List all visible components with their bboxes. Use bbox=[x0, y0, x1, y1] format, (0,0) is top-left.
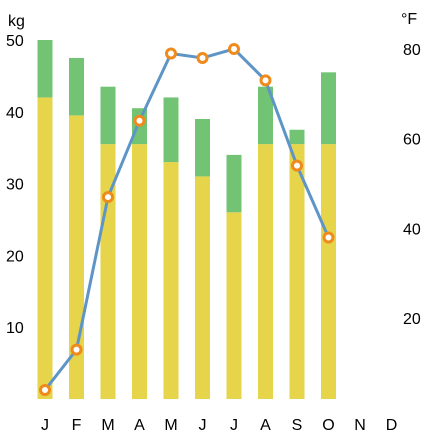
left-tick-label: 20 bbox=[6, 248, 24, 265]
x-tick-label-6: J bbox=[230, 417, 238, 434]
line-point-3 bbox=[133, 114, 146, 127]
left-axis-unit: kg bbox=[8, 13, 25, 30]
right-tick-label: 80 bbox=[403, 42, 421, 59]
bar-segment-lower-6 bbox=[226, 212, 242, 399]
bar-segment-lower-0 bbox=[37, 97, 53, 399]
bar-segment-upper-9 bbox=[321, 72, 336, 145]
x-tick-label-8: S bbox=[292, 417, 303, 434]
bar-segment-upper-0 bbox=[37, 40, 53, 98]
left-tick-label: 50 bbox=[6, 33, 24, 50]
right-axis-ticks: 20 40 60 80 bbox=[403, 42, 421, 328]
x-tick-label-0: J bbox=[41, 417, 49, 434]
line-point-7 bbox=[259, 74, 272, 87]
left-tick-label: 30 bbox=[6, 177, 24, 194]
right-tick-label: 60 bbox=[403, 132, 421, 149]
temperature-line bbox=[43, 47, 330, 391]
line-point-9 bbox=[322, 231, 335, 244]
bar-segment-lower-9 bbox=[321, 144, 336, 399]
bar-segment-lower-7 bbox=[258, 144, 273, 399]
left-tick-label: 10 bbox=[6, 320, 24, 337]
bars-group bbox=[37, 40, 336, 399]
line-point-1 bbox=[70, 343, 83, 356]
x-tick-label-7: A bbox=[260, 417, 271, 434]
line-point-4 bbox=[165, 47, 177, 60]
x-tick-label-5: J bbox=[199, 417, 207, 434]
x-tick-label-10: N bbox=[354, 417, 366, 434]
x-tick-label-1: F bbox=[72, 417, 82, 434]
bar-segment-lower-3 bbox=[132, 144, 147, 399]
x-tick-label-3: A bbox=[134, 417, 145, 434]
bar-segment-lower-5 bbox=[195, 176, 210, 399]
line-point-5 bbox=[196, 51, 209, 64]
left-axis-ticks: 10 20 30 40 50 bbox=[6, 33, 24, 337]
bar-segment-lower-4 bbox=[163, 162, 179, 399]
right-tick-label: 20 bbox=[403, 311, 421, 328]
bar-segment-upper-4 bbox=[163, 97, 179, 163]
x-tick-label-11: D bbox=[386, 417, 398, 434]
bar-segment-upper-6 bbox=[226, 154, 242, 213]
bar-segment-upper-2 bbox=[100, 86, 116, 145]
right-tick-label: 40 bbox=[403, 221, 421, 238]
x-tick-label-4: M bbox=[164, 417, 177, 434]
line-point-8 bbox=[291, 159, 303, 172]
bar-segment-lower-8 bbox=[289, 144, 305, 399]
left-tick-label: 40 bbox=[6, 105, 24, 122]
bar-segment-upper-7 bbox=[258, 86, 273, 145]
bar-segment-upper-8 bbox=[289, 129, 305, 145]
x-tick-label-2: M bbox=[101, 417, 114, 434]
line-point-2 bbox=[102, 191, 114, 204]
line-series-group bbox=[43, 47, 330, 391]
line-point-6 bbox=[228, 42, 240, 55]
bar-segment-upper-1 bbox=[69, 57, 84, 116]
x-tick-label-9: O bbox=[322, 417, 334, 434]
bar-segment-upper-5 bbox=[195, 118, 210, 177]
line-markers-group bbox=[39, 42, 335, 397]
line-point-0 bbox=[39, 384, 51, 397]
right-axis-unit: °F bbox=[401, 11, 417, 28]
